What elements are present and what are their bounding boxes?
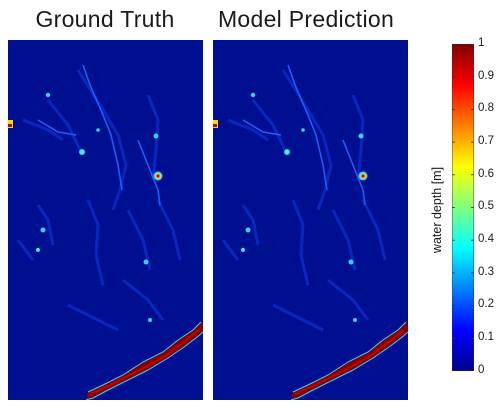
colorbar-tick-0.4: 0.4: [478, 233, 494, 245]
ground-truth-map: [8, 40, 203, 400]
colorbar-tick-0.3: 0.3: [478, 266, 494, 278]
model-prediction-map: [213, 40, 408, 400]
colorbar-tick-0.5: 0.5: [478, 200, 494, 212]
colorbar-tick-0.2: 0.2: [478, 298, 494, 310]
colorbar-tick-0.6: 0.6: [478, 168, 494, 180]
model-prediction-depth-field: [213, 63, 408, 400]
colorbar-tick-0: 0: [478, 364, 485, 376]
colorbar-tick-0.9: 0.9: [478, 70, 494, 82]
ground-truth-title: Ground Truth: [35, 6, 175, 32]
colorbar-tick-0.1: 0.1: [478, 331, 494, 343]
colorbar-tick-1: 1: [478, 37, 485, 49]
ground-truth-depth-field: [8, 64, 203, 400]
colorbar-tick-0.8: 0.8: [478, 102, 494, 114]
colorbar: [452, 44, 474, 371]
colorbar-label: water depth [m]: [430, 166, 444, 254]
colorbar-tick-0.7: 0.7: [478, 135, 494, 147]
model-prediction-title: Model Prediction: [217, 6, 395, 32]
